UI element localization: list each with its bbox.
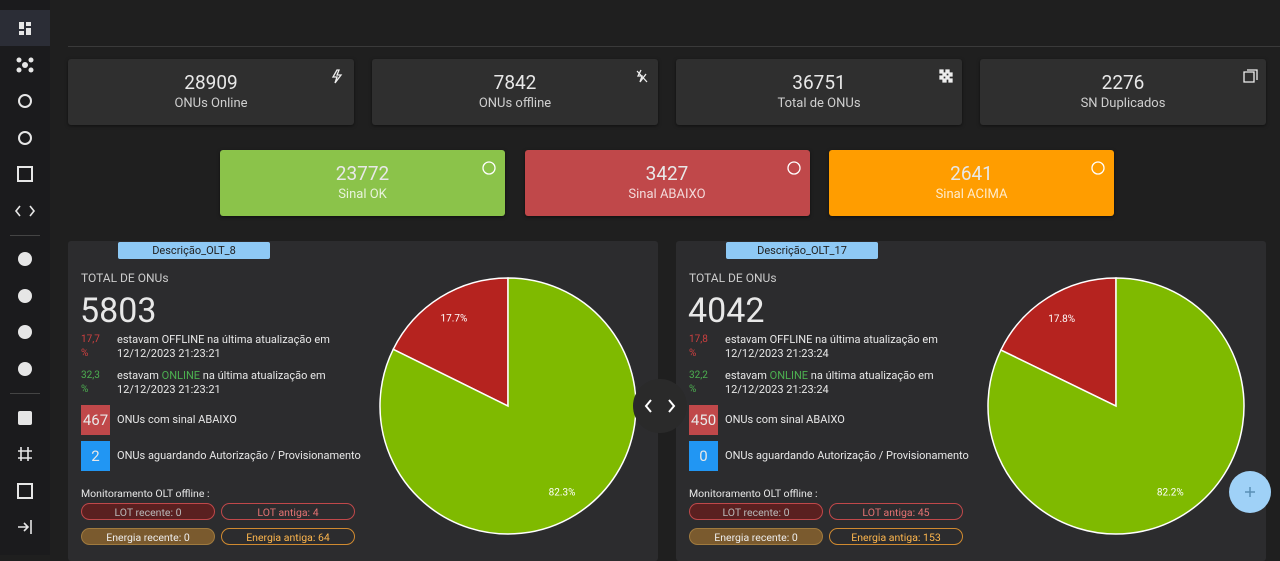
olt-panel: Descrição_OLT_17 TOTAL DE ONUs 4042 17,8 % e…	[676, 241, 1266, 561]
pie-label: 17.8%	[1048, 314, 1075, 325]
pending-count: 0	[689, 441, 718, 471]
online-word: ONLINE	[161, 369, 201, 382]
olt-panel: Descrição_OLT_8 TOTAL DE ONUs 5803 17,7 % es…	[68, 241, 658, 561]
stat-card: 7842 ONUs offline	[372, 59, 658, 125]
signal-label: Sinal ABAIXO	[628, 187, 706, 202]
monitor-pill: LOT recente: 0	[81, 503, 215, 520]
stat-label: ONUs Online	[174, 96, 248, 111]
sidebar-icons	[0, 10, 50, 534]
signal-icon	[1091, 161, 1105, 175]
pending-count: 2	[81, 441, 110, 471]
signal-card: 3427 Sinal ABAIXO	[524, 150, 810, 216]
monitor-pill: Energia recente: 0	[81, 528, 215, 545]
total-value: 4042	[688, 291, 765, 331]
pie-label: 82.2%	[1157, 487, 1184, 498]
low-label: ONUs com sinal ABAIXO	[117, 413, 237, 426]
monitor-pill: Energia antiga: 153	[829, 528, 963, 545]
stat-value: 7842	[493, 71, 537, 94]
signal-value: 2641	[950, 162, 993, 185]
low-label: ONUs com sinal ABAIXO	[725, 413, 845, 426]
offline-text: estavam OFFLINE na última atualização em…	[725, 333, 938, 360]
stat-icon	[1243, 69, 1258, 83]
pie-chart: 17.7% 82.3%	[379, 277, 637, 535]
monitor-pill: LOT antiga: 4	[221, 503, 355, 520]
online-post: na última atualização em 12/12/2023 21:2…	[725, 369, 934, 396]
stat-label: ONUs offline	[478, 96, 552, 111]
signal-value: 3427	[645, 162, 689, 185]
signal-label: Sinal OK	[338, 187, 387, 202]
signal-icon	[482, 161, 496, 175]
stat-icon	[636, 69, 648, 83]
monitor-pill: LOT recente: 0	[689, 503, 823, 520]
carousel-nav[interactable]	[630, 378, 690, 434]
online-pct: 32,3 %	[81, 370, 100, 395]
stat-value: 36751	[792, 71, 846, 94]
stat-icon	[939, 69, 953, 83]
olt-tag: Descrição_OLT_17	[726, 242, 878, 259]
stat-label: SN Duplicados	[1080, 96, 1166, 111]
monitor-pill: Energia antiga: 64	[221, 528, 355, 545]
online-pct: 32,2 %	[689, 370, 708, 395]
signal-icon	[786, 161, 801, 175]
online-pre: estavam	[117, 369, 159, 382]
stat-card: 2276 SN Duplicados	[980, 59, 1266, 125]
active-item	[0, 10, 50, 46]
stat-card: 36751 Total de ONUs	[676, 59, 962, 125]
pie-chart: 17.8% 82.2%	[987, 277, 1245, 535]
icons	[10, 22, 40, 534]
stat-label: Total de ONUs	[777, 96, 861, 111]
stat-value: 2276	[1101, 71, 1145, 94]
signal-label: Sinal ACIMA	[935, 187, 1008, 202]
monitor-title: Monitoramento OLT offline :	[81, 487, 210, 500]
olt-tag: Descrição_OLT_8	[118, 242, 270, 259]
pending-label: ONUs aguardando Autorização / Provisiona…	[725, 449, 969, 462]
pie-label: 82.3%	[549, 488, 576, 499]
stat-card: 28909 ONUs Online	[68, 59, 354, 125]
online-text: estavam ONLINE na última atualização em …	[117, 369, 357, 397]
low-count: 467	[81, 405, 110, 435]
online-pre: estavam	[725, 369, 767, 382]
online-post: na última atualização em 12/12/2023 21:2…	[117, 369, 326, 396]
stat-value: 28909	[184, 71, 238, 94]
monitor-pill: Energia recente: 0	[689, 528, 823, 545]
online-word: ONLINE	[769, 369, 809, 382]
offline-text: estavam OFFLINE na última atualização em…	[117, 333, 330, 360]
monitor-pill: LOT antiga: 45	[829, 503, 963, 520]
low-count: 450	[689, 405, 718, 435]
pending-label: ONUs aguardando Autorização / Provisiona…	[117, 449, 361, 462]
fab-button[interactable]	[1228, 470, 1272, 514]
pie-slice	[392, 277, 509, 408]
signal-value: 23772	[335, 162, 390, 185]
offline-pct: 17,8 %	[689, 334, 708, 359]
pie-slice	[987, 277, 1245, 535]
online-text: estavam ONLINE na última atualização em …	[725, 369, 965, 397]
divider	[68, 46, 1280, 47]
pie-label: 17.7%	[441, 314, 468, 325]
total-label: TOTAL DE ONUs	[81, 271, 169, 285]
offline-pct: 17,7 %	[81, 334, 100, 359]
total-value: 5803	[80, 291, 157, 331]
sidebar	[0, 0, 50, 555]
pie-slice	[999, 277, 1117, 408]
signal-card: 23772 Sinal OK	[220, 150, 505, 216]
total-label: TOTAL DE ONUs	[689, 271, 777, 285]
monitor-title: Monitoramento OLT offline :	[689, 487, 818, 500]
stat-icon	[331, 69, 343, 84]
signal-card: 2641 Sinal ACIMA	[829, 150, 1114, 216]
pie-slice	[379, 277, 637, 535]
